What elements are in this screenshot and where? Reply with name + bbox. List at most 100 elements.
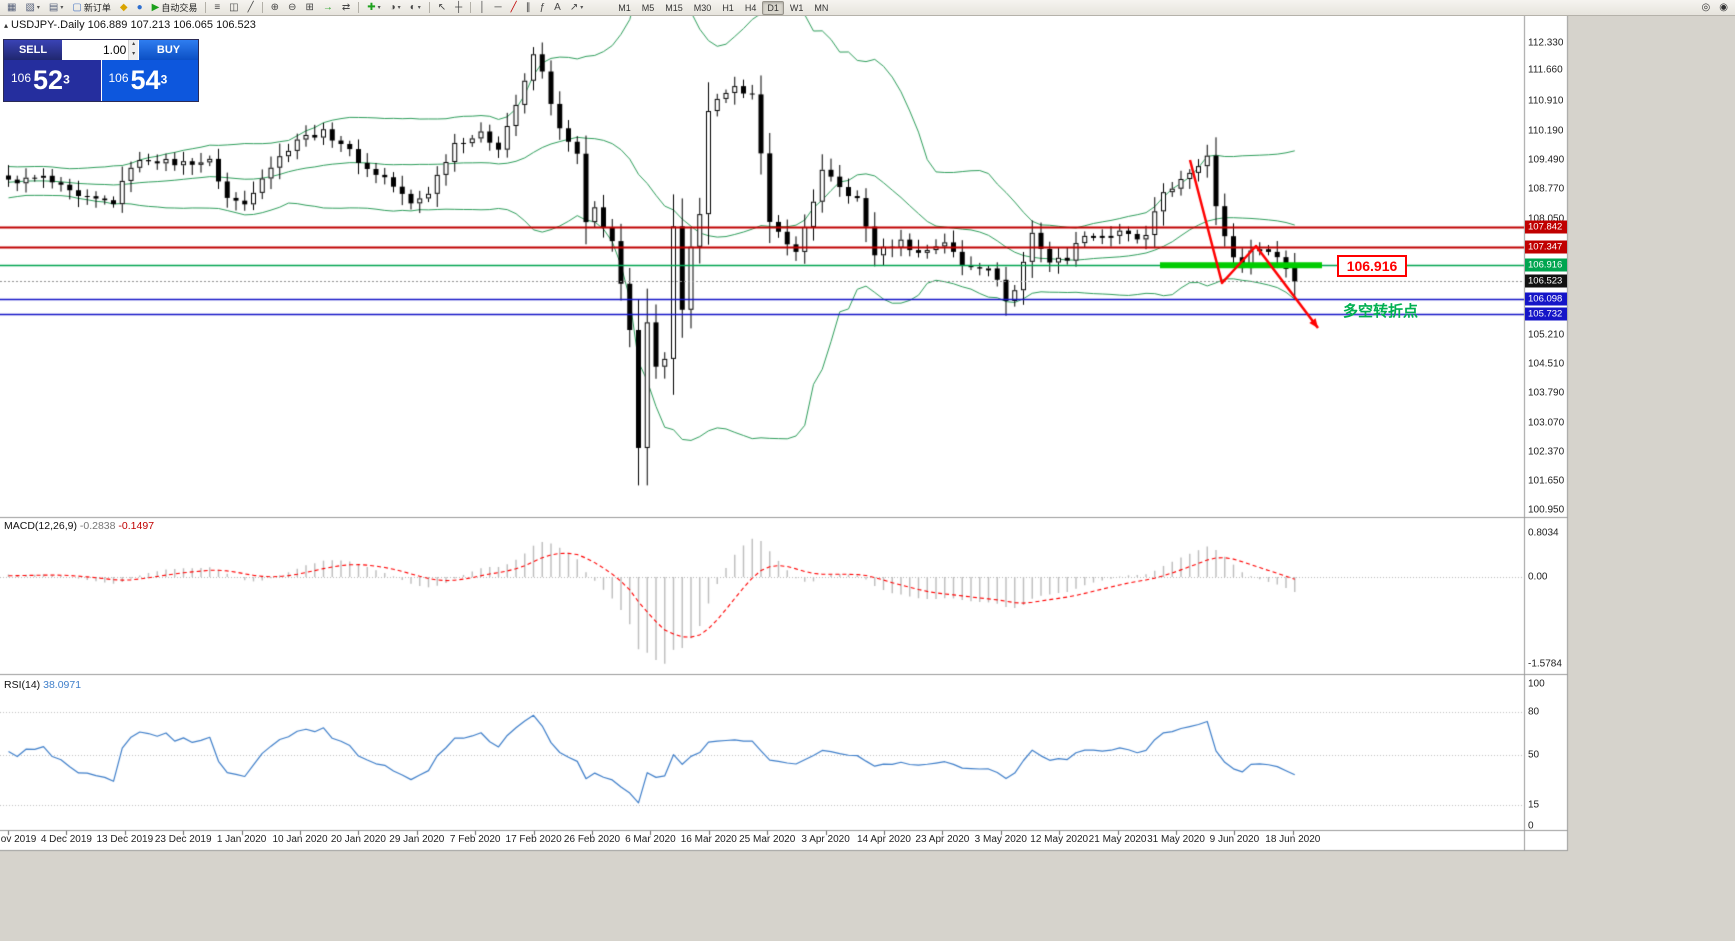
text-icon[interactable]: A [550,1,565,15]
toolbar-separator [358,2,360,13]
auto-scroll-icon: → [322,1,333,13]
fibonacci-icon[interactable]: ƒ [536,1,550,15]
sell-button[interactable]: SELL [4,40,63,60]
vertical-line-icon[interactable]: │ [475,1,489,15]
fibonacci-icon: ƒ [539,1,546,13]
toolbar-separator [261,2,263,13]
date-axis-label: 12 May 2020 [1030,834,1089,845]
volume-increase-button[interactable]: ▴ [129,40,138,50]
metaeditor-icon[interactable]: ◆ [116,1,132,15]
channel-icon[interactable]: ∥ [522,1,535,15]
toolbar-separator [428,2,430,13]
alerts-icon[interactable]: ◉ [1715,1,1732,15]
tile-windows-icon: ⊞ [305,1,314,13]
volume-decrease-button[interactable]: ▾ [129,50,138,60]
caret-down-icon: ▾ [36,5,40,11]
date-axis-label: 23 Dec 2019 [154,834,212,845]
toolbar: ▦ ▧ ▾ ▤ ▾ ▢ 新订单 ◆ ● ▶ 自动交易 ≡ ◫ ╱ ⊕ ⊖ ⊞ → ⇄ ✚ ▾ ◑ ▾ ◐ ▾ ↖ ┼ │ ─ ╱ ∥ ƒ A ↗ ▾… [0,0,1735,16]
profiles-icon[interactable]: ▧ ▾ [21,1,43,15]
date-axis-label: 21 May 2020 [1088,834,1147,845]
new-order-button[interactable]: ▢ 新订单 [68,1,114,15]
macd-axis-tick: -1.5784 [1528,658,1562,670]
indicators-icon: ✚ [367,1,376,13]
date-axis-label: 14 Apr 2020 [857,834,911,845]
new-chart-icon: ▦ [7,1,17,13]
timeframe-m15-button[interactable]: M15 [665,2,683,13]
horizontal-line-icon[interactable]: ─ [490,1,505,15]
template-apply-icon: ◐ [409,1,416,13]
ohlc-bars-icon[interactable]: ≡ [210,1,224,15]
buy-price-prefix: 106 [108,71,129,85]
buy-price-button[interactable]: 106543 [101,60,198,101]
arrows-tool-icon[interactable]: ↗ ▾ [566,1,587,15]
tile-windows-icon[interactable]: ⊞ [301,1,317,15]
price-axis-tick: 108.050 [1528,213,1565,225]
buy-price-pips: 54 [130,65,161,95]
sell-price-button[interactable]: 106523 [4,60,102,101]
autotrade-button[interactable]: ▶ 自动交易 [148,1,202,15]
sell-price-prefix: 106 [11,71,32,85]
zoom-in-icon[interactable]: ⊕ [267,1,283,15]
template-apply-icon[interactable]: ◐ ▾ [406,1,425,15]
chat-icon: ◎ [1701,1,1711,13]
volume-spinner: ▴ ▾ [128,40,138,60]
cursor-icon[interactable]: ↖ [434,1,450,15]
rsi-axis-tick: 100 [1528,678,1545,690]
crosshair-icon[interactable]: ┼ [451,1,466,15]
new-order-button-label: 新订单 [83,3,111,13]
date-axis-label: 31 May 2020 [1147,834,1205,845]
sell-price-pips: 52 [33,65,64,95]
timeframe-w1-button[interactable]: W1 [789,2,804,13]
timeframe-h1-button[interactable]: H1 [722,2,734,13]
auto-scroll-icon[interactable]: → [319,1,337,15]
zoom-out-icon[interactable]: ⊖ [284,1,300,15]
timeframe-m1-button[interactable]: M1 [618,2,631,13]
indicators-icon[interactable]: ✚ ▾ [363,1,384,15]
vertical-line-icon: │ [479,1,486,13]
caret-down-icon: ▾ [377,5,381,11]
candlestick-icon: ◫ [229,1,239,13]
caret-down-icon: ▾ [580,5,584,11]
rsi-indicator-label: RSI(14) 38.0971 [4,679,81,691]
date-axis-label: 18 Jun 2020 [1265,834,1321,845]
periods-icon: ◑ [389,1,396,13]
date-axis-label: 16 Mar 2020 [680,834,737,845]
price-axis-tick: 112.330 [1528,37,1564,49]
price-callout-box[interactable]: 106.916 [1337,255,1407,277]
periods-icon[interactable]: ◑ ▾ [386,1,405,15]
macd-axis-tick: 0.00 [1528,571,1548,583]
templates-icon: ▤ [48,1,59,13]
arrows-tool-icon: ↗ [569,1,579,13]
price-axis-tick: 104.510 [1528,358,1565,370]
chart-shift-icon[interactable]: ⇄ [338,1,354,15]
date-axis-label: 3 May 2020 [974,834,1027,845]
chat-icon[interactable]: ◎ [1698,1,1715,15]
timeframe-m5-button[interactable]: M5 [641,2,655,13]
volume-field: ▴ ▾ [63,40,139,60]
trendline-icon[interactable]: ╱ [507,1,521,15]
line-chart-icon[interactable]: ╱ [244,1,258,15]
volume-input[interactable] [63,40,129,60]
macd-main-value: -0.2838 [79,520,116,532]
date-axis-label: 1 Jan 2020 [216,834,267,845]
date-axis-label: 10 Jan 2020 [272,834,328,845]
buy-button[interactable]: BUY [139,40,198,60]
timeframe-m30-button[interactable]: M30 [693,2,712,13]
price-axis-label: 105.732 [1525,307,1567,321]
templates-icon[interactable]: ▤ ▾ [45,1,67,15]
timeframe-h4-button[interactable]: H4 [744,2,757,13]
price-axis-tick: 103.070 [1528,417,1565,429]
chart-ohlc-info: ▴ USDJPY-.Daily 106.889 107.213 106.065 1… [4,19,256,31]
toolbar-separator [205,2,207,13]
macd-name: MACD(12,26,9) [4,520,77,532]
community-icon[interactable]: ● [133,1,147,15]
candlestick-icon[interactable]: ◫ [225,1,242,15]
rsi-axis-tick: 80 [1528,706,1540,718]
timeframe-d1-button[interactable]: D1 [762,0,784,15]
new-chart-icon[interactable]: ▦ [3,1,20,15]
price-axis-tick: 110.910 [1528,95,1564,107]
zoom-out-icon: ⊖ [288,1,297,13]
timeframe-mn-button[interactable]: MN [814,2,829,13]
price-axis-tick: 108.770 [1528,183,1565,195]
